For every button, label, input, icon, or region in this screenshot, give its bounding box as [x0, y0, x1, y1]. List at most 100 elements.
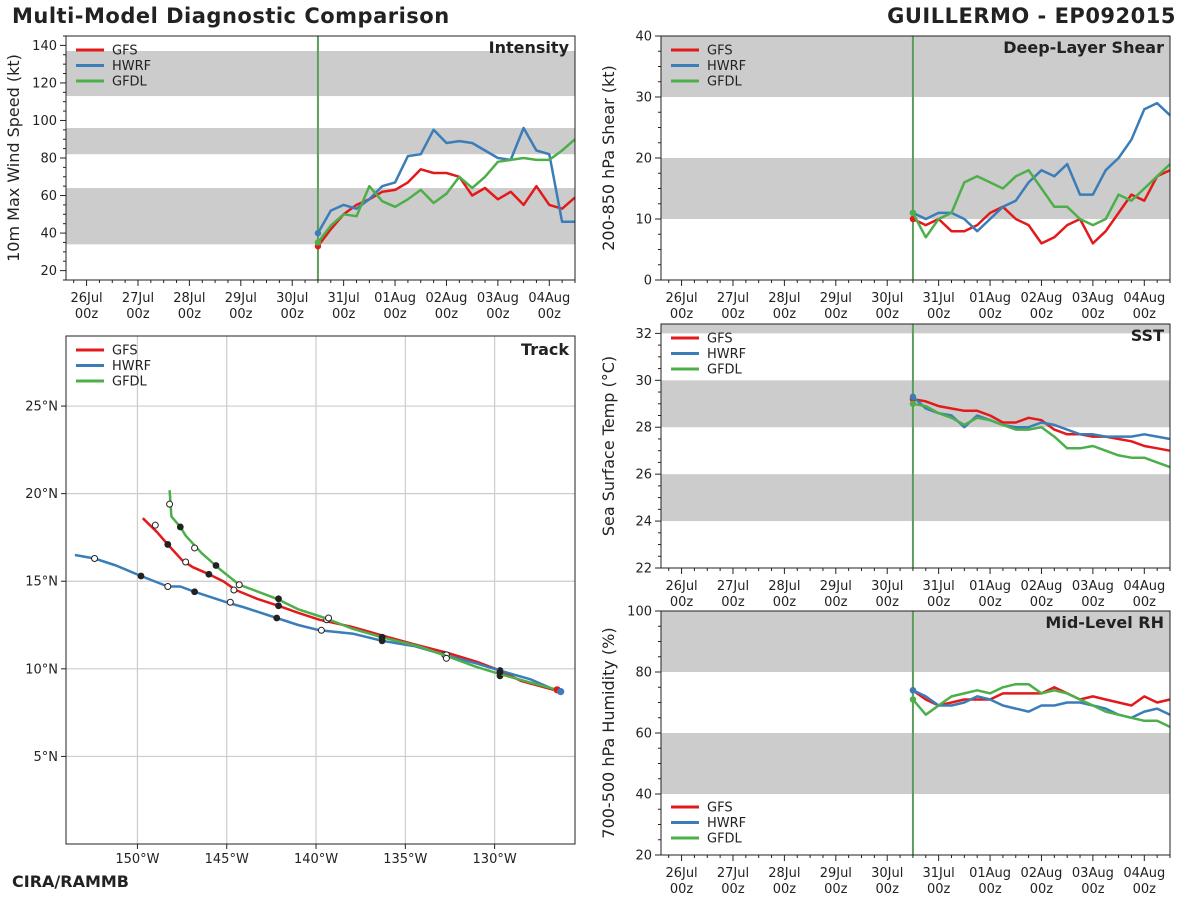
shear-xtick-label-hour: 00z — [670, 307, 694, 322]
rh-xtick-label-hour: 00z — [876, 882, 900, 897]
track-marker-filled-gfs — [164, 541, 172, 548]
sst-series-gfs — [912, 397, 1171, 452]
intensity-xtick-label-hour: 00z — [178, 307, 202, 322]
shear-xtick-label-hour: 00z — [824, 307, 848, 322]
sst-ytick-label: 24 — [635, 515, 652, 530]
rh-xtick-label-hour: 00z — [1030, 882, 1054, 897]
track-line-gfdl — [168, 490, 558, 692]
legend-label-gfs: GFS — [112, 344, 138, 359]
sst-xtick-label-day: 04Aug — [1123, 579, 1165, 594]
track-marker-open-hwrf — [91, 554, 99, 562]
sst-xtick-label-day: 30Jul — [871, 579, 903, 594]
rh-xtick-label-day: 28Jul — [768, 866, 800, 881]
track-marker-filled-hwrf — [191, 588, 198, 596]
track-marker-open-gfdl — [442, 654, 450, 662]
rh-xtick-label-hour: 00z — [1081, 882, 1105, 897]
intensity-xtick-label-day: 30Jul — [276, 291, 308, 306]
track-marker-open-gfs — [230, 586, 238, 594]
track-marker-open-hwrf — [317, 626, 325, 634]
track-xtick-label: 140°W — [294, 852, 338, 867]
track-marker-open-hwrf — [226, 598, 234, 606]
track-marker-open-hwrf — [164, 582, 172, 590]
legend-label-gfdl: GFDL — [707, 832, 743, 847]
track-marker-filled-gfdl — [176, 523, 184, 531]
sst-xtick-label-hour: 00z — [876, 595, 900, 610]
track-marker-open-gfs — [151, 521, 159, 529]
sst-xtick-label-hour: 00z — [1081, 595, 1105, 610]
track-ytick-label: 10°N — [25, 662, 58, 677]
rh-ytick-label: 40 — [635, 788, 652, 803]
shear-panel: 01020304026Jul00z27Jul00z28Jul00z29Jul00… — [599, 30, 1171, 322]
intensity-ytick-label: 80 — [40, 152, 57, 167]
rh-ytick-label: 80 — [635, 666, 652, 681]
shear-xtick-label-hour: 00z — [927, 307, 951, 322]
legend-label-hwrf: HWRF — [707, 347, 746, 362]
intensity-xtick-label-hour: 00z — [229, 307, 253, 322]
track-xtick-label: 145°W — [205, 852, 249, 867]
shear-series-gfs — [912, 169, 1171, 245]
shear-xtick-label-day: 03Aug — [1072, 291, 1114, 306]
rh-xtick-label-hour: 00z — [721, 882, 745, 897]
intensity-xtick-label-hour: 00z — [383, 307, 407, 322]
shear-xtick-label-hour: 00z — [773, 307, 797, 322]
shear-xtick-label-day: 26Jul — [665, 291, 697, 306]
shear-xtick-label-day: 27Jul — [717, 291, 749, 306]
shear-start-point-gfdl — [909, 209, 917, 217]
intensity-xtick-label-hour: 00z — [486, 307, 510, 322]
legend-label-gfdl: GFDL — [112, 75, 148, 90]
rh-xtick-label-day: 04Aug — [1123, 866, 1165, 881]
figure-title: Multi-Model Diagnostic Comparison — [12, 4, 450, 28]
rh-xtick-label-day: 29Jul — [820, 866, 852, 881]
track-line-hwrf — [74, 553, 560, 693]
rh-ylabel: 700-500 hPa Humidity (%) — [599, 627, 618, 838]
shear-xtick-label-hour: 00z — [721, 307, 745, 322]
track-marker-filled-gfdl — [496, 668, 504, 676]
intensity-xtick-label-day: 29Jul — [225, 291, 257, 306]
intensity-start-point-gfdl — [314, 239, 322, 246]
sst-xtick-label-hour: 00z — [1133, 595, 1157, 610]
sst-ytick-label: 32 — [635, 327, 652, 342]
sst-ytick-label: 30 — [635, 374, 652, 389]
shear-title: Deep-Layer Shear — [1003, 38, 1164, 57]
intensity-xtick-label-hour: 00z — [435, 307, 459, 322]
rh-xtick-label-hour: 00z — [1133, 882, 1157, 897]
intensity-xtick-label-hour: 00z — [332, 307, 356, 322]
track-ytick-label: 25°N — [25, 400, 58, 415]
rh-xtick-label-hour: 00z — [824, 882, 848, 897]
legend-label-hwrf: HWRF — [112, 59, 151, 74]
rh-ytick-label: 60 — [635, 727, 652, 742]
rh-xtick-label-hour: 00z — [978, 882, 1002, 897]
track-ytick-label: 15°N — [25, 575, 58, 590]
shear-xtick-label-day: 28Jul — [768, 291, 800, 306]
legend-label-gfdl: GFDL — [707, 75, 743, 90]
intensity-ytick-label: 140 — [32, 39, 57, 54]
intensity-ytick-label: 100 — [32, 114, 57, 129]
track-marker-open-gfdl — [191, 544, 199, 552]
shear-ytick-label: 20 — [635, 152, 652, 167]
intensity-xtick-label-hour: 00z — [281, 307, 305, 322]
intensity-xtick-label-day: 02Aug — [425, 291, 467, 306]
sst-xtick-label-hour: 00z — [1030, 595, 1054, 610]
legend-label-hwrf: HWRF — [707, 59, 746, 74]
shear-xtick-label-day: 02Aug — [1020, 291, 1062, 306]
sst-xtick-label-day: 03Aug — [1072, 579, 1114, 594]
intensity-band — [66, 51, 575, 97]
intensity-band — [66, 127, 575, 155]
shear-ytick-label: 0 — [644, 274, 652, 289]
legend-label-gfs: GFS — [707, 801, 733, 816]
intensity-xtick-label-day: 03Aug — [477, 291, 519, 306]
sst-band — [661, 474, 1170, 522]
shear-xtick-label-day: 29Jul — [820, 291, 852, 306]
intensity-start-point-hwrf — [314, 229, 322, 237]
sst-xtick-label-day: 02Aug — [1020, 579, 1062, 594]
track-marker-filled-gfdl — [212, 562, 220, 569]
intensity-xtick-label-day: 26Jul — [70, 291, 102, 306]
track-ytick-label: 20°N — [25, 487, 58, 502]
track-marker-open-gfs — [182, 558, 190, 566]
sst-ytick-label: 28 — [635, 421, 652, 436]
sst-xtick-label-day: 01Aug — [969, 579, 1011, 594]
shear-xtick-label-day: 01Aug — [969, 291, 1011, 306]
track-xtick-label: 135°W — [383, 852, 427, 867]
sst-xtick-label-hour: 00z — [824, 595, 848, 610]
shear-ytick-label: 10 — [635, 213, 652, 228]
